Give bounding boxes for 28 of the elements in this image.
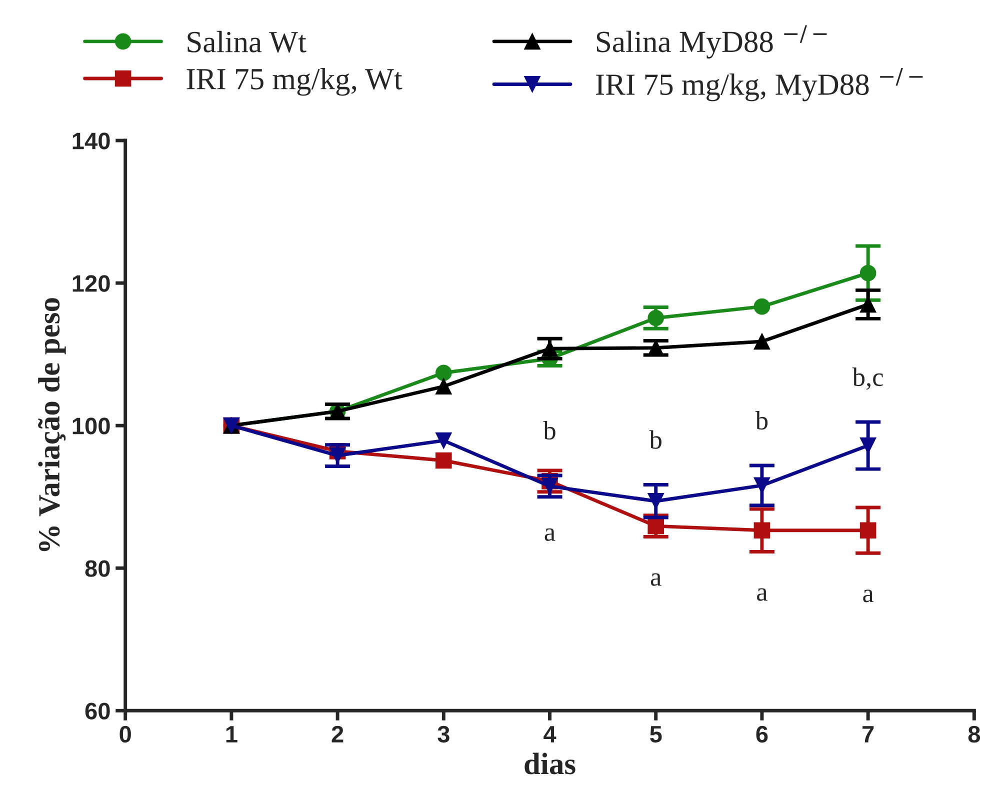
y-tick-label: 60 xyxy=(85,702,110,720)
annotation: b xyxy=(543,420,556,440)
annotation: a xyxy=(650,573,662,586)
legend-label: Salina MyD88 $^{−/−}$ xyxy=(596,25,827,59)
x-axis-title: dias xyxy=(524,752,576,774)
x-tick-label: 3 xyxy=(438,726,450,743)
x-tick-label: 4 xyxy=(544,726,556,742)
annotation: b,c xyxy=(852,368,884,390)
x-tick-label: 0 xyxy=(120,726,131,743)
x-tick-label: 7 xyxy=(862,726,874,742)
annotation: b xyxy=(755,411,768,430)
x-tick-label: 5 xyxy=(650,726,662,743)
legend-label: IRI 75 mg/kg, Wt xyxy=(186,68,402,96)
x-tick-label: 1 xyxy=(226,726,238,742)
y-tick-label: 80 xyxy=(85,560,110,577)
legend-label: Salina Wt xyxy=(188,30,306,53)
x-tick-label: 8 xyxy=(968,726,980,743)
x-tick-label: 6 xyxy=(756,726,768,743)
x-tick-label: 2 xyxy=(332,726,344,742)
annotation: a xyxy=(544,528,556,541)
annotation: b xyxy=(649,430,662,449)
annotation: a xyxy=(757,588,768,601)
y-tick-label: 140 xyxy=(72,132,110,150)
y-tick-label: 100 xyxy=(72,418,110,434)
y-tick-label: 120 xyxy=(72,275,110,292)
annotation: a xyxy=(863,590,874,602)
legend-label: IRI 75 mg/kg, MyD88 $^{−/−}$ xyxy=(596,68,923,102)
y-axis-title: % Variação de peso xyxy=(38,298,66,552)
